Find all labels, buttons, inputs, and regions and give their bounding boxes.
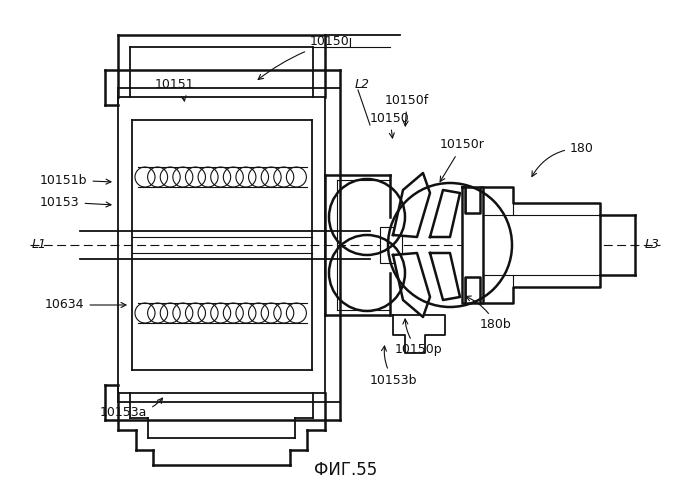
Text: 10150p: 10150p <box>395 319 443 356</box>
Text: 10151: 10151 <box>155 78 194 101</box>
Text: 10153: 10153 <box>40 196 111 208</box>
Text: L3: L3 <box>645 238 660 252</box>
Polygon shape <box>393 253 430 317</box>
Polygon shape <box>393 173 430 237</box>
Polygon shape <box>465 187 600 303</box>
Text: 10153a: 10153a <box>100 398 163 418</box>
Text: 10634: 10634 <box>45 298 126 312</box>
Text: L1: L1 <box>32 238 47 252</box>
Text: 10150f: 10150f <box>385 94 429 126</box>
Text: 10150: 10150 <box>370 112 410 138</box>
Polygon shape <box>393 315 445 353</box>
Text: 10150r: 10150r <box>440 138 485 182</box>
Text: 180: 180 <box>532 142 594 176</box>
Text: 10153b: 10153b <box>370 346 417 387</box>
Polygon shape <box>430 253 460 300</box>
Text: 180b: 180b <box>466 296 512 332</box>
Text: 10151b: 10151b <box>40 174 111 186</box>
Text: 10150j: 10150j <box>258 36 353 80</box>
Polygon shape <box>462 187 483 303</box>
Text: L2: L2 <box>355 78 370 92</box>
Text: ФИГ.55: ФИГ.55 <box>314 461 378 479</box>
Bar <box>380 227 402 263</box>
Polygon shape <box>430 190 460 237</box>
